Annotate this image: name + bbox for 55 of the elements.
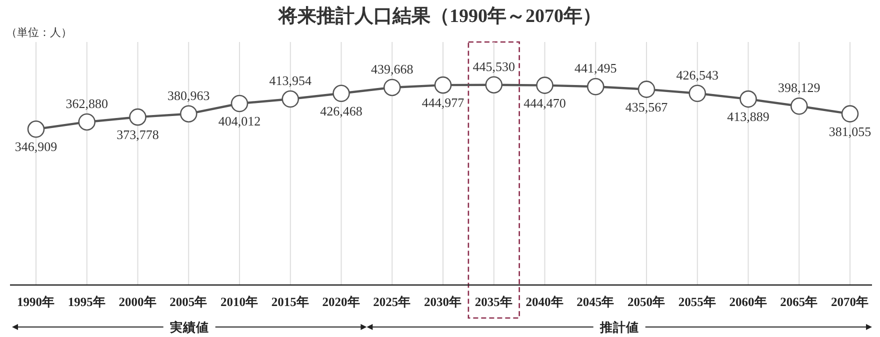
- point: [586, 78, 604, 96]
- point: [841, 105, 859, 122]
- x-tick-label: 2035年: [474, 295, 513, 309]
- data-label: 439,668: [371, 61, 414, 76]
- data-label: 444,470: [524, 95, 566, 110]
- text: 実績値: [168, 320, 209, 334]
- data-label: 445,530: [472, 58, 515, 74]
- x-tick-label: 2070年: [831, 295, 869, 309]
- data-label: 398,129: [778, 80, 820, 96]
- x-tick-label: 2060年: [729, 295, 768, 309]
- point: [485, 76, 503, 94]
- x-tick-label: 2055年: [678, 295, 716, 309]
- data-label: 346,909: [14, 139, 58, 154]
- chart-title: 将来推計人口結果（1990年～2070年）: [278, 5, 602, 27]
- data-label: 381,055: [828, 124, 872, 139]
- data-label: 380,963: [168, 88, 210, 103]
- point: [536, 76, 554, 94]
- point: [27, 120, 45, 138]
- text: （単位：人）: [6, 27, 72, 39]
- point: [638, 80, 656, 98]
- data-label: 404,012: [218, 113, 261, 128]
- x-tick-label: 2000年: [118, 295, 157, 309]
- data-label: 413,889: [727, 109, 770, 124]
- data-label: 444,977: [422, 95, 465, 110]
- text: 推計値: [598, 320, 639, 334]
- data-label: 413,954: [269, 73, 312, 88]
- point: [332, 84, 350, 102]
- x-tick-label: 1990年: [17, 295, 55, 309]
- data-label: 426,468: [320, 103, 362, 118]
- point: [78, 113, 96, 131]
- data-label: 362,880: [66, 96, 108, 111]
- point: [740, 90, 757, 108]
- point: [383, 78, 401, 96]
- x-tick-label: 2015年: [271, 295, 310, 309]
- data-label: 373,778: [116, 127, 159, 142]
- data-label: 435,567: [625, 99, 668, 114]
- x-tick-label: 1995年: [68, 295, 106, 309]
- point: [790, 97, 808, 115]
- x-tick-label: 2020年: [322, 295, 360, 309]
- point: [129, 108, 146, 126]
- x-tick-label: 2010年: [220, 295, 258, 309]
- data-label: 441,495: [574, 60, 617, 76]
- point: [230, 94, 248, 112]
- x-tick-label: 2040年: [526, 295, 564, 309]
- x-tick-label: 2005年: [170, 295, 208, 309]
- point: [282, 90, 300, 108]
- point: [434, 76, 452, 94]
- x-tick-label: 2025年: [373, 295, 412, 309]
- x-tick-label: 2030年: [424, 295, 462, 309]
- x-tick-label: 2050年: [628, 295, 666, 309]
- point: [180, 105, 198, 122]
- data-label: 426,543: [676, 67, 718, 82]
- point: [688, 84, 706, 102]
- x-tick-label: 2065年: [780, 295, 818, 309]
- x-tick-label: 2045年: [576, 295, 615, 309]
